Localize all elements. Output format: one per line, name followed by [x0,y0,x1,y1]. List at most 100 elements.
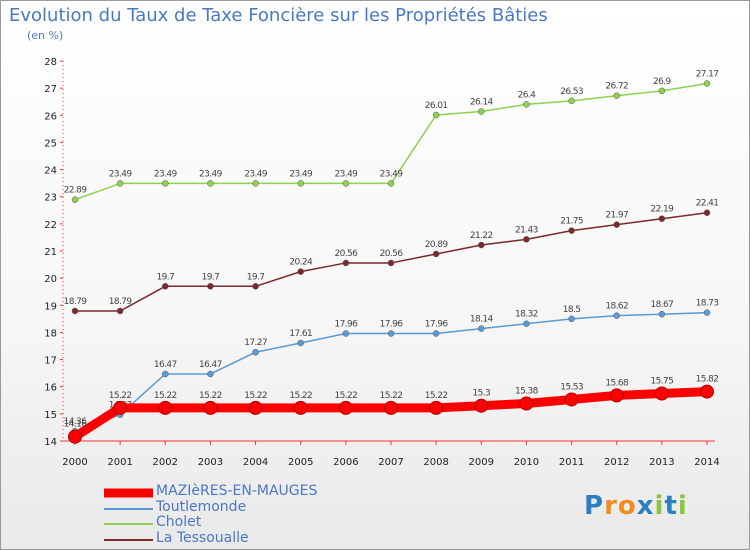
logo-letter: i [677,491,688,521]
y-tick-label: 16 [44,383,57,394]
data-label: 16.47 [199,360,222,370]
x-tick-label: 2000 [62,457,87,468]
data-point [474,398,489,413]
data-point [68,429,82,444]
data-label: 15.3 [472,389,490,399]
data-label: 16.47 [154,360,177,370]
data-point [519,396,534,411]
y-tick-label: 28 [44,57,57,68]
data-point [654,386,669,401]
data-label: 21.22 [470,231,493,241]
x-tick-label: 2014 [694,457,719,468]
data-point [297,339,304,347]
data-label: 20.89 [425,240,449,250]
y-tick-label: 24 [44,166,57,177]
data-point [207,283,214,290]
logo-letter: P [584,491,605,521]
data-label: 22.89 [64,186,88,196]
data-label: 15.22 [380,391,403,401]
data-label: 22.19 [650,205,674,215]
data-point [71,196,79,203]
data-point [116,307,124,315]
data-point [162,180,169,187]
data-point [523,236,530,243]
data-label: 17.96 [334,320,358,330]
data-point [658,87,666,95]
data-point [71,307,79,315]
x-tick-label: 2009 [469,457,494,468]
data-point [703,209,711,216]
data-point [158,400,173,415]
series-1: 14.3614.9716.4716.4717.2717.6117.9617.96… [64,299,719,435]
data-point [432,250,440,258]
data-label: 21.43 [515,225,538,235]
legend-label: MAZIèRES-EN-MAUGES [156,483,318,499]
data-label: 23.49 [334,169,358,179]
data-label: 17.96 [380,320,404,330]
data-point [252,348,259,356]
series-0: 14.16 15.22 15.22 15.22 15.22 15.22 15.22 15.22… [64,375,719,444]
x-tick-label: 2003 [198,457,223,468]
data-label: 20.56 [380,249,404,259]
chart-title: Evolution du Taux de Taxe Foncière sur l… [9,5,548,26]
data-point [432,111,440,119]
data-point [116,180,124,187]
y-tick-label: 20 [44,274,57,285]
axes: 14 15 16 17 18 19 20 21 22 23 24 25 26 27 28 2000 2001 20… [44,57,719,468]
data-label: 23.49 [380,169,404,179]
data-label: 26.14 [470,97,494,107]
data-label: 18.5 [563,305,581,315]
data-point [564,392,579,407]
data-label: 18.62 [605,302,628,312]
data-label: 15.22 [244,391,267,401]
data-label: 22.41 [696,199,719,209]
data-point [342,330,350,337]
data-label: 26.72 [605,82,628,92]
x-tick-label: 2004 [243,457,268,468]
data-point [248,400,263,415]
data-label: 15.22 [289,391,312,401]
legend-label: Toutlemonde [156,499,247,515]
data-label: 15.38 [515,387,539,397]
data-point [700,384,714,399]
data-label: 18.32 [515,310,538,320]
logo-letter: o [617,491,637,521]
data-label: 19.7 [247,272,265,282]
data-point [523,101,530,108]
x-tick-label: 2006 [333,457,358,468]
data-point [297,180,304,187]
data-label: 15.22 [334,391,357,401]
data-label: 23.49 [109,169,133,179]
data-point [293,400,308,415]
data-point [568,315,575,323]
data-point [384,400,398,415]
logo-letter: t [664,491,678,521]
y-tick-label: 19 [44,301,57,312]
data-point [342,259,350,267]
series-3: 18.79 18.79 19.7 19.7 19.7 20.24 20.56 20.56 20.… [64,199,719,315]
legend-label: Cholet [156,514,202,530]
data-label: 20.56 [334,249,358,259]
logo-letter: r [604,491,618,521]
y-tick-label: 15 [44,410,57,421]
data-point [613,221,620,228]
data-point [252,180,259,187]
logo-letter: x [636,491,655,521]
data-point [203,400,218,415]
data-label: 14.16 [64,420,88,430]
x-tick-label: 2001 [107,457,132,468]
data-point [252,283,259,290]
data-label: 19.7 [156,272,174,282]
data-point [703,80,711,87]
x-tick-label: 2010 [514,457,539,468]
data-point [703,309,711,316]
data-point [478,241,485,249]
data-label: 21.75 [560,217,583,227]
data-point [387,330,395,337]
data-label: 15.68 [605,378,629,388]
data-point [162,283,169,290]
data-label: 20.24 [289,258,313,268]
x-tick-label: 2007 [378,457,403,468]
